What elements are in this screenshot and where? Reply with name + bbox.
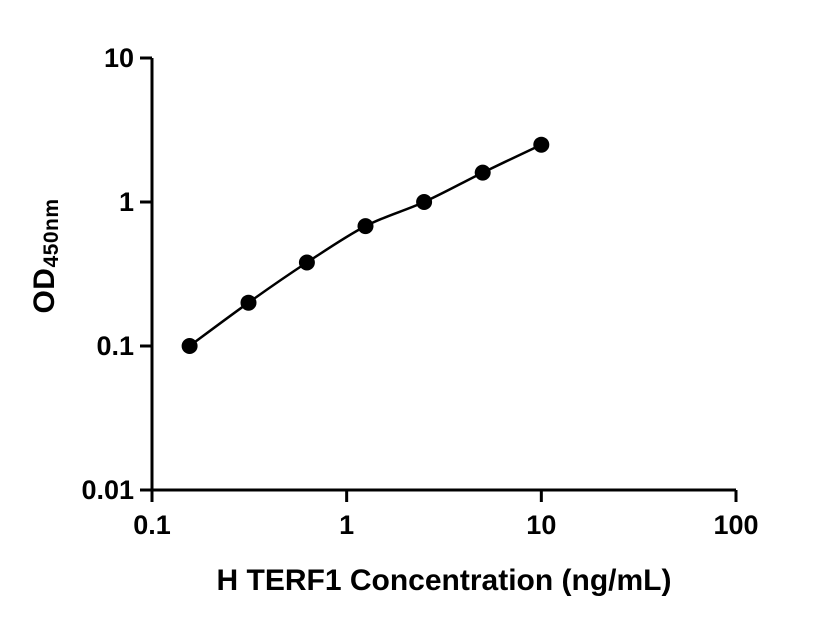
y-axis-title: OD450nm xyxy=(28,198,64,313)
x-tick-label: 0.1 xyxy=(133,510,171,540)
data-point xyxy=(357,218,374,235)
data-point xyxy=(181,338,198,354)
x-tick-label: 10 xyxy=(526,510,556,540)
y-tick-label: 0.1 xyxy=(96,331,134,361)
y-tick-label: 10 xyxy=(104,43,134,73)
data-point xyxy=(240,294,257,311)
y-tick-label: 1 xyxy=(119,187,134,217)
y-tick-label: 0.01 xyxy=(81,475,134,505)
y-axis-title-subscript: 450nm xyxy=(40,198,63,268)
x-tick-label: 1 xyxy=(339,510,354,540)
x-tick-label: 100 xyxy=(713,510,758,540)
data-point xyxy=(533,136,550,153)
x-axis-title: H TERF1 Concentration (ng/mL) xyxy=(216,564,672,597)
data-point xyxy=(416,194,433,210)
data-point xyxy=(298,254,315,271)
data-point xyxy=(474,164,491,181)
y-axis-title-main: OD xyxy=(28,267,61,314)
